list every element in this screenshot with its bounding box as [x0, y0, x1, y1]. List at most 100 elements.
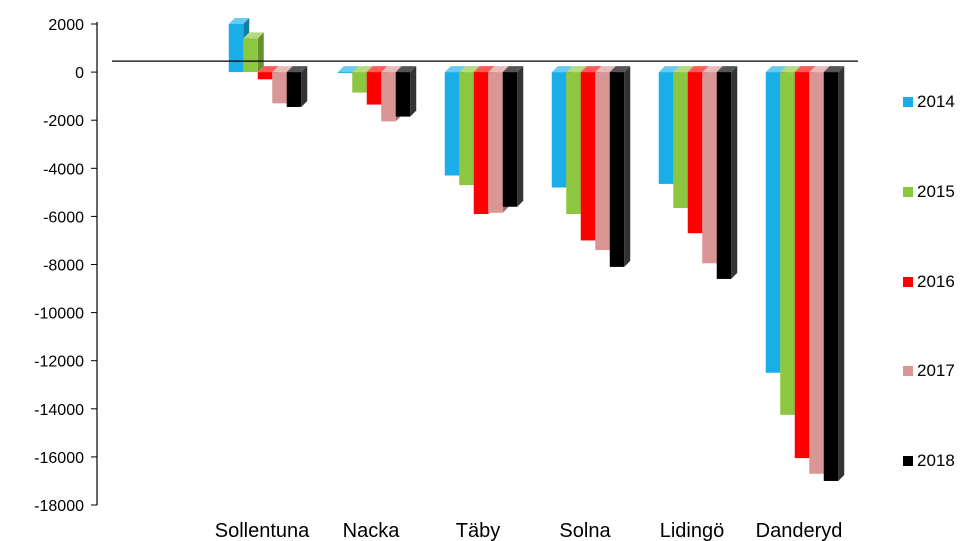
bar-solna-2014 [551, 72, 567, 188]
bar-top [473, 66, 495, 73]
x-axis-labels: Sollentuna Nacka Täby Solna Lidingö Danderyd [215, 520, 843, 541]
bar-side [257, 32, 264, 73]
y-tick-label: 2000 [48, 17, 84, 34]
bar-top [488, 66, 509, 73]
bar-danderyd-2015 [780, 72, 795, 415]
bar-top [337, 66, 359, 73]
y-tick-label: -6000 [43, 209, 84, 226]
bar-top [257, 66, 279, 73]
legend-label: 2014 [917, 92, 955, 111]
bar-danderyd-2018 [823, 72, 839, 481]
legend-swatch [903, 97, 913, 107]
legend-label: 2018 [917, 451, 955, 470]
bar-top [609, 66, 631, 73]
bar-top [823, 66, 845, 73]
legend-label: 2017 [917, 361, 955, 380]
y-tick-label: -14000 [34, 402, 84, 419]
bar-nacka-2016 [366, 72, 382, 105]
x-category-label: Danderyd [756, 520, 843, 541]
bar-täby-2015 [459, 72, 474, 186]
bar-top [352, 66, 373, 73]
y-tick-label: -16000 [34, 450, 84, 467]
bar-nacka-2018 [395, 72, 411, 117]
bar-side [731, 66, 738, 279]
bar-top [780, 66, 801, 73]
legend-swatch [903, 187, 913, 197]
bar-side [624, 66, 631, 267]
legend-label: 2015 [917, 182, 955, 201]
bar-top [502, 66, 524, 73]
bar-top [702, 66, 723, 73]
bar-top [381, 66, 402, 73]
x-category-label: Sollentuna [215, 520, 310, 541]
bar-solna-2017 [595, 72, 610, 251]
bars [228, 18, 845, 481]
bar-täby-2017 [488, 72, 503, 213]
bar-solna-2018 [609, 72, 625, 267]
bar-top [366, 66, 388, 73]
bar-top [272, 66, 293, 73]
bar-täby-2016 [473, 72, 489, 214]
bar-top [551, 66, 573, 73]
bar-sollentuna-2014 [228, 24, 244, 73]
bar-danderyd-2014 [765, 72, 781, 373]
bar-sollentuna-2017 [272, 72, 287, 104]
x-category-label: Nacka [343, 520, 401, 541]
legend-label: 2016 [917, 272, 955, 291]
y-tick-label: -4000 [43, 161, 84, 178]
bar-lidingö-2017 [702, 72, 717, 264]
bar-side [301, 66, 308, 107]
bar-top [673, 66, 694, 73]
legend: 2014 2015 2016 2017 2018 [903, 92, 955, 470]
bar-top [687, 66, 709, 73]
bar-nacka-2015 [352, 72, 367, 93]
y-tick-label: -12000 [34, 354, 84, 371]
x-category-label: Solna [559, 520, 611, 541]
bar-top [794, 66, 816, 73]
bar-top [566, 66, 587, 73]
bar-solna-2015 [566, 72, 581, 214]
y-tick-label: -2000 [43, 113, 84, 130]
bar-nacka-2014 [337, 72, 353, 74]
bar-side [517, 66, 524, 207]
bar-top [658, 66, 680, 73]
y-tick-label: 0 [75, 65, 84, 82]
bar-danderyd-2016 [794, 72, 810, 459]
x-category-label: Täby [456, 520, 500, 541]
bar-top [228, 18, 250, 24]
bar-täby-2018 [502, 72, 518, 207]
y-tick-label: -8000 [43, 258, 84, 275]
bar-top [444, 66, 466, 73]
bar-lidingö-2016 [687, 72, 703, 234]
bar-lidingö-2018 [716, 72, 732, 279]
bar-top [595, 66, 616, 73]
bar-top [809, 66, 830, 73]
y-tick-label: -18000 [34, 498, 84, 515]
bar-lidingö-2015 [673, 72, 688, 208]
bar-top [459, 66, 480, 73]
bar-solna-2016 [580, 72, 596, 241]
axes-lines [96, 22, 858, 505]
bar-side [410, 66, 417, 117]
bar-top [286, 66, 308, 73]
bar-top [395, 66, 417, 73]
legend-swatch [903, 366, 913, 376]
bar-lidingö-2014 [658, 72, 674, 184]
bar-top [765, 66, 787, 73]
bar-sollentuna-2018 [286, 72, 302, 107]
y-axis: 2000 0 -2000 -4000 -6000 -8000 -10000 -12000 -14… [34, 17, 97, 515]
bar-täby-2014 [444, 72, 460, 176]
bar-nacka-2017 [381, 72, 396, 122]
y-tick-label: -10000 [34, 306, 84, 323]
bar-top [580, 66, 602, 73]
x-category-label: Lidingö [660, 520, 725, 541]
legend-swatch [903, 277, 913, 287]
bar-sollentuna-2015 [243, 38, 258, 73]
bar-sollentuna-2016 [257, 72, 273, 80]
bar-top [716, 66, 738, 73]
bar-side [838, 66, 845, 481]
bar-top [243, 32, 264, 39]
bar-danderyd-2017 [809, 72, 824, 474]
legend-swatch [903, 456, 913, 466]
